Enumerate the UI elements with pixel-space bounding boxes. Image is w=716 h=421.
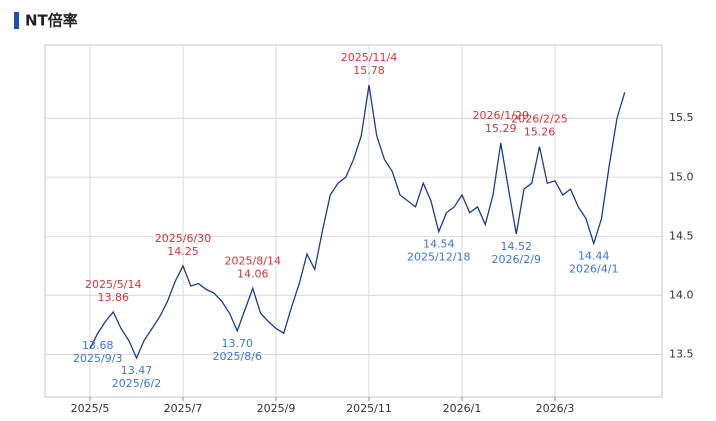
annotation-value: 15.29 — [485, 122, 517, 135]
annotation-value: 14.25 — [167, 245, 199, 258]
annotation-date: 2026/2/25 — [511, 113, 567, 126]
y-tick-label: 13.5 — [669, 347, 694, 360]
annotation-value: 13.70 — [222, 337, 254, 350]
annotation-date: 2026/2/9 — [492, 253, 541, 266]
y-tick-label: 14.0 — [669, 288, 694, 301]
x-tick-label: 2026/3 — [536, 402, 575, 415]
x-tick-label: 2025/7 — [164, 402, 203, 415]
x-tick-label: 2026/1 — [443, 402, 482, 415]
x-tick-label: 2025/11 — [346, 402, 392, 415]
title-marker — [14, 12, 19, 29]
annotation-value: 15.78 — [353, 64, 385, 77]
x-tick-label: 2025/5 — [71, 402, 110, 415]
annotation-date: 2026/4/1 — [569, 262, 618, 275]
y-tick-label: 14.5 — [669, 229, 694, 242]
annotation-date: 2025/8/14 — [225, 254, 281, 267]
annotation-date: 2025/5/14 — [85, 278, 141, 291]
annotation-value: 14.52 — [501, 240, 533, 253]
annotation-date: 2025/8/6 — [213, 350, 262, 363]
x-tick-label: 2025/9 — [257, 402, 296, 415]
annotation-date: 2025/6/2 — [112, 377, 161, 390]
annotation-date: 2025/6/30 — [155, 232, 211, 245]
plot-frame — [44, 44, 663, 398]
y-tick-label: 15.5 — [669, 111, 694, 124]
annotation-date: 2025/11/4 — [341, 51, 397, 64]
annotation-value: 13.68 — [82, 339, 114, 352]
chart-title: NT倍率 — [25, 12, 78, 30]
annotation-date: 2025/9/3 — [73, 352, 122, 365]
y-tick-label: 15.0 — [669, 170, 694, 183]
annotation-value: 14.54 — [423, 238, 455, 251]
annotation-date: 2026/1/29 — [473, 109, 529, 122]
annotation-date: 2025/12/18 — [407, 251, 470, 264]
annotation-value: 14.44 — [578, 249, 610, 262]
annotation-value: 13.86 — [98, 291, 130, 304]
annotation-value: 15.26 — [524, 126, 556, 139]
series-line — [89, 85, 626, 360]
annotation-value: 14.06 — [237, 267, 269, 280]
annotation-value: 13.47 — [121, 364, 153, 377]
